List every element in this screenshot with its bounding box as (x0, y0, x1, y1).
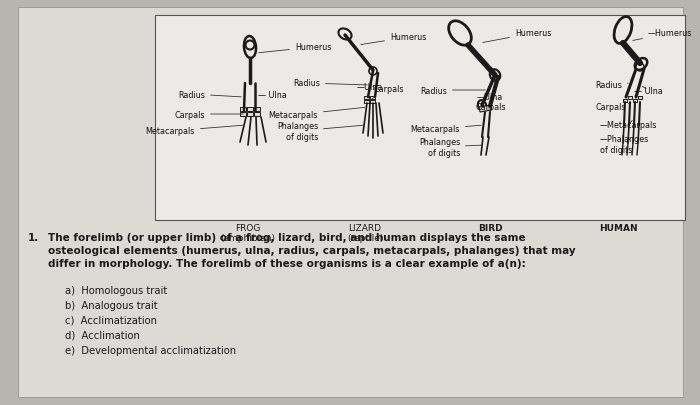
Bar (638, 96, 642, 100)
Bar (370, 96, 375, 100)
FancyBboxPatch shape (155, 16, 685, 220)
Text: LIZARD
(reptile): LIZARD (reptile) (346, 224, 383, 243)
Bar (254, 108, 260, 112)
Text: e)  Developmental acclimatization: e) Developmental acclimatization (65, 345, 236, 355)
Text: HUMAN: HUMAN (598, 224, 637, 232)
Bar (479, 106, 492, 113)
Text: —Phalanges
of digits: —Phalanges of digits (600, 135, 650, 154)
Bar (628, 96, 632, 100)
Text: 1.: 1. (28, 232, 39, 243)
Bar (254, 113, 260, 117)
Bar (370, 100, 375, 104)
Text: Radius: Radius (178, 90, 242, 99)
Text: Phalanges
of digits: Phalanges of digits (276, 122, 363, 141)
Text: —Metacarpals: —Metacarpals (600, 121, 657, 130)
Bar (240, 113, 246, 117)
Bar (240, 108, 246, 112)
Text: —Ulna: —Ulna (477, 93, 503, 102)
Bar (247, 108, 253, 112)
Text: Carpals: Carpals (475, 103, 505, 112)
Text: FROG
(amphibian): FROG (amphibian) (220, 224, 276, 243)
Text: d)  Acclimation: d) Acclimation (65, 330, 140, 340)
Bar (633, 99, 637, 103)
Text: Metacarpals: Metacarpals (411, 125, 481, 134)
Text: c)  Acclimatization: c) Acclimatization (65, 315, 157, 325)
Bar (364, 96, 369, 100)
Text: — Ulna: — Ulna (255, 90, 287, 99)
Text: BIRD: BIRD (477, 224, 503, 232)
Text: —Humerus: —Humerus (633, 30, 692, 41)
Text: Humerus: Humerus (259, 43, 331, 53)
Text: Metacarpals: Metacarpals (269, 108, 365, 120)
Text: —Ulna: —Ulna (357, 83, 384, 92)
Text: Humerus: Humerus (483, 30, 552, 43)
Text: The forelimb (or upper limb) of a frog, lizard, bird, and human displays the sam: The forelimb (or upper limb) of a frog, … (48, 232, 575, 269)
Text: Radius: Radius (420, 86, 485, 95)
FancyBboxPatch shape (18, 8, 683, 397)
Text: b)  Analogous trait: b) Analogous trait (65, 300, 158, 310)
Text: a)  Homologous trait: a) Homologous trait (65, 285, 167, 295)
Text: Carpals: Carpals (372, 85, 403, 99)
Text: Radius: Radius (595, 80, 628, 89)
Text: Carpals: Carpals (174, 110, 243, 119)
Text: Humerus: Humerus (360, 34, 426, 45)
Text: Radius: Radius (293, 79, 368, 88)
Bar (623, 99, 627, 103)
Text: Phalanges
of digits: Phalanges of digits (419, 138, 482, 157)
Text: Metacarpals: Metacarpals (146, 126, 243, 136)
Text: — Ulna: — Ulna (634, 86, 663, 95)
Text: Carpals: Carpals (595, 103, 631, 112)
Bar (364, 100, 369, 104)
Bar (247, 113, 253, 117)
